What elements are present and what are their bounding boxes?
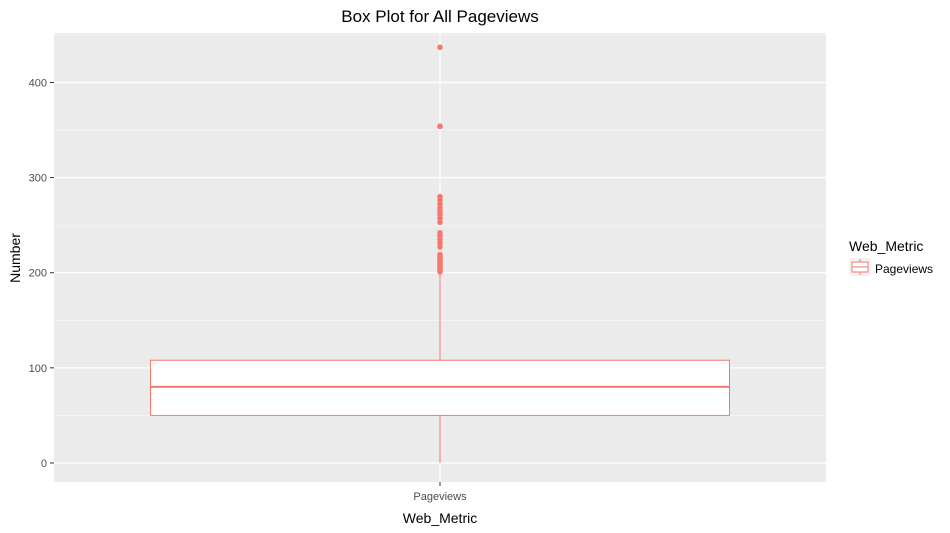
outlier-point xyxy=(437,123,443,130)
legend-title: Web_Metric xyxy=(849,238,923,254)
outlier-point xyxy=(437,251,443,258)
outlier-point xyxy=(437,44,443,51)
legend-label-pageviews: Pageviews xyxy=(875,262,933,276)
x-axis-title: Web_Metric xyxy=(403,510,477,526)
chart-title: Box Plot for All Pageviews xyxy=(341,7,538,26)
y-tick-label: 300 xyxy=(29,173,47,185)
y-axis-title: Number xyxy=(7,233,23,283)
y-tick-label: 400 xyxy=(29,77,47,89)
box-plot-marks xyxy=(150,44,730,463)
outlier-point xyxy=(437,193,443,200)
y-tick-label: 100 xyxy=(29,363,47,375)
x-tick-label: Pageviews xyxy=(413,491,467,503)
legend: Web_Metric Pageviews xyxy=(849,238,933,276)
y-tick-label: 0 xyxy=(41,458,47,470)
y-axis-ticks: 0 100 200 300 400 xyxy=(29,77,54,470)
x-axis-ticks: Pageviews xyxy=(413,482,467,503)
legend-key-pageviews xyxy=(849,258,871,276)
outlier-point xyxy=(437,229,443,236)
y-tick-label: 200 xyxy=(29,268,47,280)
